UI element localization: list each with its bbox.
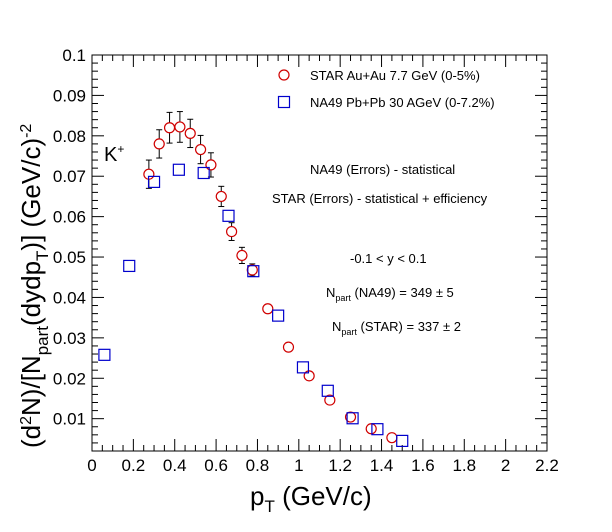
y-tick-label: 0.06: [53, 208, 86, 227]
data-point-star: [226, 225, 238, 238]
x-axis-title: pT (GeV/c): [250, 481, 372, 516]
data-point-star: [184, 127, 196, 139]
x-tick-label: 1.4: [370, 456, 394, 475]
series-star: [143, 111, 398, 444]
particle-label: K+: [104, 142, 124, 166]
data-point-na49: [296, 361, 310, 374]
y-tick-label: 0.05: [53, 248, 86, 267]
data-point-star: [246, 264, 258, 276]
data-point-star: [386, 432, 398, 444]
data-point-star: [205, 159, 217, 171]
x-tick-label: 1.8: [452, 456, 476, 475]
data-point-star: [174, 121, 186, 133]
x-tick-labels: 0 0.2 0.4 0.6 0.8 1 1.2 1.4 1.6 1.8 2 2.2: [87, 456, 559, 475]
legend-marker-star: [278, 69, 290, 81]
annotation-star-errors: STAR (Errors) - statistical + efficiency: [272, 191, 488, 206]
annotation-na49-errors: NA49 (Errors) - statistical: [310, 162, 455, 177]
data-point-na49: [147, 175, 161, 188]
annotation-rapidity: -0.1 < y < 0.1: [350, 251, 427, 266]
data-point-star: [215, 190, 227, 203]
axis-ticks: [91, 54, 548, 452]
data-point-star: [153, 138, 165, 150]
x-tick-label: 1.2: [328, 456, 352, 475]
x-tick-label: 1.6: [411, 456, 435, 475]
x-tick-label: 2: [501, 456, 510, 475]
data-point-na49: [272, 309, 285, 322]
x-tick-label: 1: [294, 456, 303, 475]
x-tick-label: 0: [87, 456, 96, 475]
y-tick-label: 0.02: [53, 369, 86, 388]
y-tick-label: 0.09: [53, 86, 86, 105]
x-tick-label: 0.6: [204, 456, 228, 475]
annotation-npart-star: Npart (STAR) = 337 ± 2: [332, 319, 461, 337]
data-point-na49: [247, 265, 260, 278]
data-point-na49: [197, 166, 210, 180]
data-point-star: [324, 394, 336, 406]
legend-label-na49: NA49 Pb+Pb 30 AGeV (0-7.2%): [310, 95, 495, 110]
y-tick-label: 0.01: [53, 410, 86, 429]
data-point-na49: [98, 348, 111, 361]
annotation-npart-na49: Npart (NA49) = 349 ± 5: [326, 285, 454, 303]
y-tick-label: 0.1: [62, 46, 86, 65]
y-tick-label: 0.04: [53, 288, 86, 307]
data-point-na49: [123, 259, 136, 273]
legend-label-star: STAR Au+Au 7.7 GeV (0-5%): [310, 68, 480, 83]
x-tick-label: 2.2: [535, 456, 559, 475]
plot-frame: [91, 54, 548, 452]
y-axis-title: (d2N)/[Npart(dydpT)] (GeV/c)-2: [16, 124, 52, 448]
legend: STAR Au+Au 7.7 GeV (0-5%) NA49 Pb+Pb 30 …: [277, 68, 495, 110]
x-tick-label: 0.8: [246, 456, 270, 475]
data-point-star: [163, 122, 176, 134]
data-point-star: [344, 411, 357, 423]
data-point-star: [194, 143, 207, 156]
data-point-star: [236, 249, 248, 262]
y-tick-label: 0.07: [53, 167, 86, 186]
y-tick-label: 0.03: [53, 329, 86, 348]
data-point-star: [303, 370, 315, 382]
data-point-na49: [321, 384, 334, 397]
data-point-na49: [346, 412, 359, 425]
y-tick-label: 0.08: [53, 127, 86, 146]
series-na49: [98, 163, 409, 447]
x-tick-label: 0.2: [122, 456, 146, 475]
data-series: [98, 111, 409, 447]
y-tick-labels: 0.01 0.02 0.03 0.04 0.05 0.06 0.07 0.08 0.09 0.1: [53, 46, 86, 429]
data-point-star: [365, 423, 377, 435]
data-point-star: [282, 341, 295, 353]
data-point-na49: [371, 423, 384, 436]
x-tick-label: 0.4: [163, 456, 187, 475]
legend-marker-na49: [277, 95, 291, 109]
data-point-na49: [396, 434, 409, 447]
data-point-na49: [222, 209, 235, 222]
data-point-na49: [172, 163, 185, 176]
data-point-star: [262, 303, 274, 315]
